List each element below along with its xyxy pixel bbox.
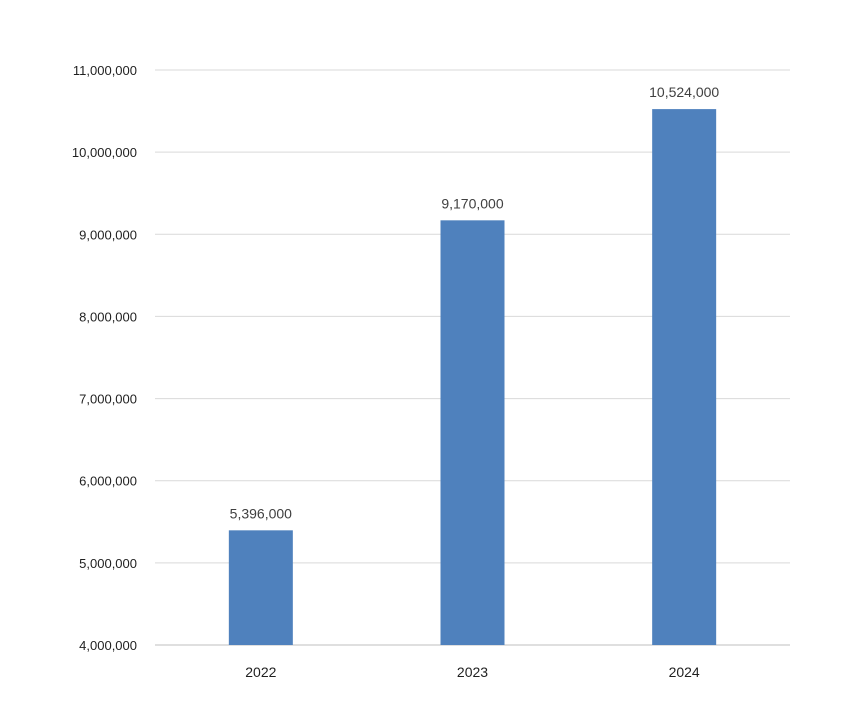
data-labels: 5,396,000 9,170,000 10,524,000 <box>230 84 720 521</box>
bar-2024 <box>652 109 717 646</box>
y-tick-label: 6,000,000 <box>79 474 137 489</box>
data-label-2024: 10,524,000 <box>649 84 719 100</box>
bars <box>228 109 717 646</box>
x-tick-label-2024: 2024 <box>669 664 700 680</box>
y-axis-ticks: 4,000,000 5,000,000 6,000,000 7,000,000 8,00… <box>72 63 137 653</box>
y-tick-label: 7,000,000 <box>79 392 137 407</box>
y-tick-label: 11,000,000 <box>73 63 137 78</box>
y-tick-label: 5,000,000 <box>79 556 137 571</box>
y-tick-label: 8,000,000 <box>79 309 137 324</box>
x-tick-label-2022: 2022 <box>245 664 276 680</box>
x-axis-ticks: 2022 2023 2024 <box>245 664 700 680</box>
bar-2022 <box>228 530 293 645</box>
y-tick-label: 4,000,000 <box>79 638 137 653</box>
data-label-2023: 9,170,000 <box>441 195 503 211</box>
y-tick-label: 10,000,000 <box>72 145 137 160</box>
data-label-2022: 5,396,000 <box>230 505 292 521</box>
x-tick-label-2023: 2023 <box>457 664 488 680</box>
y-tick-label: 9,000,000 <box>79 227 137 242</box>
bar-2023 <box>440 220 505 646</box>
